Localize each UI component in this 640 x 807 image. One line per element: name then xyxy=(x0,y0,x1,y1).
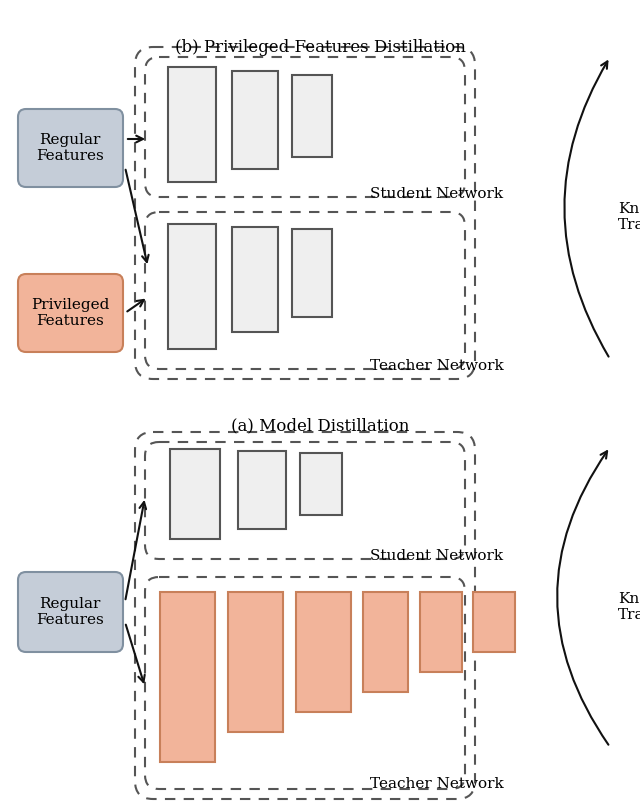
Text: Student Network: Student Network xyxy=(370,549,503,563)
Bar xyxy=(170,449,220,539)
Text: Teacher Network: Teacher Network xyxy=(370,777,504,791)
Text: Knowledge
Transfer: Knowledge Transfer xyxy=(618,202,640,232)
Bar xyxy=(168,67,216,182)
Bar xyxy=(232,71,278,169)
Bar xyxy=(238,451,286,529)
FancyBboxPatch shape xyxy=(18,274,123,352)
Text: Student Network: Student Network xyxy=(370,187,503,201)
Bar xyxy=(420,592,462,672)
Text: (b) Privileged Features Distillation: (b) Privileged Features Distillation xyxy=(175,39,465,56)
Bar xyxy=(300,453,342,515)
Text: Regular
Features: Regular Features xyxy=(36,133,104,163)
Text: Teacher Network: Teacher Network xyxy=(370,359,504,373)
Bar xyxy=(363,592,408,692)
FancyBboxPatch shape xyxy=(18,572,123,652)
Bar xyxy=(473,592,515,652)
Text: Regular
Features: Regular Features xyxy=(36,597,104,627)
Bar xyxy=(168,224,216,349)
Bar xyxy=(232,227,278,332)
Text: Knowledge
Transfer: Knowledge Transfer xyxy=(618,592,640,622)
Bar xyxy=(292,229,332,317)
Bar xyxy=(228,592,283,732)
Text: (a) Model Distillation: (a) Model Distillation xyxy=(231,417,409,434)
FancyBboxPatch shape xyxy=(18,109,123,187)
Text: Privileged
Features: Privileged Features xyxy=(31,298,109,328)
Bar xyxy=(296,592,351,712)
Bar xyxy=(160,592,215,762)
Bar xyxy=(292,75,332,157)
